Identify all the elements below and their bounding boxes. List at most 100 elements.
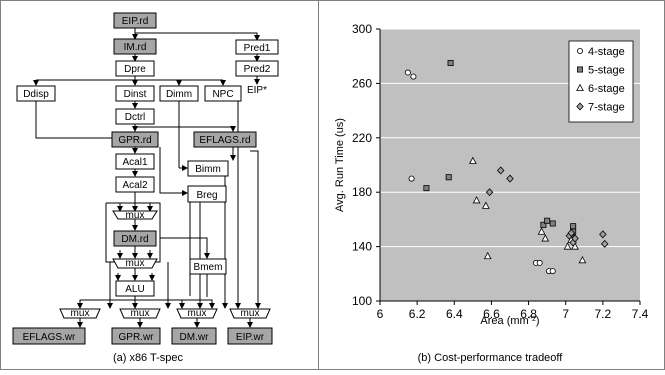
block-npc-label: NPC: [212, 89, 233, 100]
mux-1: mux: [112, 210, 158, 221]
point-4-stage: [404, 69, 411, 76]
y-tick-label: 260: [352, 76, 372, 90]
block-acal1: Acal1: [115, 153, 155, 170]
block-dinst-label: Dinst: [124, 89, 147, 100]
mux-3-label: mux: [71, 308, 90, 319]
pipeline-diagram: EIP.rd IM.rd Pred1 Dpre Pred2 EIP* Ddisp…: [12, 12, 279, 364]
block-alu-label: ALU: [125, 284, 144, 295]
point-4-stage: [549, 268, 556, 275]
block-breg-label: Breg: [196, 190, 217, 201]
point-7-stage: [599, 230, 607, 239]
point-7-stage: [600, 239, 609, 248]
mux-5-label: mux: [188, 308, 207, 319]
block-gpr-wr-label: GPR.wr: [119, 332, 155, 343]
point-6-stage: [483, 251, 492, 260]
y-tick-labels: 100 140 180 220 260 300: [352, 22, 380, 308]
block-bimm: Bimm: [187, 160, 229, 177]
legend-label-4-stage: 4-stage: [588, 46, 625, 58]
block-eflags-wr: EFLAGS.wr: [12, 327, 86, 345]
block-pred1: Pred1: [235, 39, 279, 55]
legend-marker-6-stage: [576, 83, 584, 91]
point-6-stage: [541, 234, 550, 242]
scatter-chart: 6 6.2 6.4 6.6 6.8 7 7.2 7.4 100140180220260300 …: [334, 22, 649, 364]
x-tick-labels: 6 6.2 6.4 6.6 6.8 7 7.2 7.4: [377, 301, 649, 321]
block-dimm-label: Dimm: [166, 89, 192, 100]
block-dimm: Dimm: [159, 85, 199, 102]
point-6-stage: [537, 227, 546, 235]
point-5-stage: [570, 223, 577, 230]
y-tick-label: 300: [352, 22, 372, 36]
block-eflags-rd: EFLAGS.rd: [193, 131, 257, 148]
mux-1-label: mux: [126, 210, 145, 221]
data-points: [404, 60, 609, 275]
block-dctrl: Dctrl: [115, 108, 155, 125]
block-dctrl-label: Dctrl: [125, 112, 146, 123]
x-tick-label: 7: [562, 307, 569, 321]
point-6-stage: [563, 242, 572, 250]
chart-caption: (b) Cost-performance tradeoff: [418, 352, 564, 364]
block-dm-wr: DM.wr: [171, 327, 217, 345]
x-tick-label: 6.2: [409, 307, 426, 321]
block-alu: ALU: [115, 280, 155, 297]
block-pred1-label: Pred1: [244, 43, 271, 54]
point-7-stage: [506, 174, 514, 183]
mux-2-label: mux: [126, 258, 145, 269]
block-dpre: Dpre: [115, 60, 155, 77]
x-tick-label: 7.2: [595, 307, 612, 321]
point-6-stage: [468, 156, 477, 164]
point-6-stage: [472, 196, 481, 204]
block-eflags-rd-label: EFLAGS.rd: [199, 135, 250, 146]
block-bmem: Bmem: [189, 258, 227, 275]
legend-marker-4-stage: [577, 48, 584, 55]
x-tick-label: 6.6: [483, 307, 500, 321]
y-tick-label: 220: [352, 131, 372, 145]
point-5-stage: [447, 60, 454, 67]
block-im-rd-label: IM.rd: [124, 42, 147, 53]
block-eip-wr: EIP.wr: [227, 327, 273, 345]
point-5-stage: [445, 174, 452, 181]
block-ddisp: Ddisp: [16, 85, 56, 102]
block-dinst: Dinst: [115, 85, 155, 102]
block-bmem-label: Bmem: [194, 262, 223, 273]
legend: 4-stage 5-stage 6-stage 7-stage: [568, 40, 634, 123]
point-7-stage: [496, 166, 505, 175]
block-dm-wr-label: DM.wr: [180, 332, 210, 343]
block-dpre-label: Dpre: [124, 64, 146, 75]
legend-marker-7-stage: [576, 102, 584, 111]
mux-2: mux: [112, 258, 158, 269]
legend-label-7-stage: 7-stage: [588, 102, 625, 114]
x-tick-label: 6.8: [520, 307, 537, 321]
point-4-stage: [536, 259, 543, 266]
eip-star-label: EIP*: [247, 85, 267, 96]
x-axis-label: Area (mm^2): [480, 315, 539, 327]
block-acal1-label: Acal1: [122, 157, 147, 168]
diagram-caption: (a) x86 T-spec: [113, 352, 184, 364]
mux-6-label: mux: [241, 308, 260, 319]
block-dm-rd: DM.rd: [113, 230, 157, 247]
block-eip-rd: EIP.rd: [113, 12, 157, 29]
block-im-rd: IM.rd: [113, 38, 157, 55]
point-5-stage: [544, 217, 551, 224]
y-axis-label: Avg. Run Time (us): [334, 118, 346, 212]
point-4-stage: [408, 175, 415, 182]
mux-4: mux: [119, 308, 161, 319]
block-pred2-label: Pred2: [244, 64, 271, 75]
point-5-stage: [540, 221, 547, 228]
block-dm-rd-label: DM.rd: [121, 234, 148, 245]
y-tick-label: 140: [352, 240, 372, 254]
legend-marker-5-stage: [577, 66, 584, 73]
block-eflags-wr-label: EFLAGS.wr: [23, 332, 76, 343]
block-npc: NPC: [204, 85, 242, 102]
point-5-stage: [423, 185, 430, 192]
legend-label-6-stage: 6-stage: [588, 83, 625, 95]
block-acal2: Acal2: [115, 176, 155, 193]
mux-3: mux: [59, 308, 101, 319]
block-gpr-rd: GPR.rd: [111, 131, 159, 148]
point-6-stage: [578, 255, 587, 264]
point-6-stage: [481, 201, 490, 209]
block-eip-rd-label: EIP.rd: [122, 16, 149, 27]
mux-4-label: mux: [131, 308, 150, 319]
legend-label-5-stage: 5-stage: [588, 65, 625, 77]
y-tick-label: 100: [352, 294, 372, 308]
